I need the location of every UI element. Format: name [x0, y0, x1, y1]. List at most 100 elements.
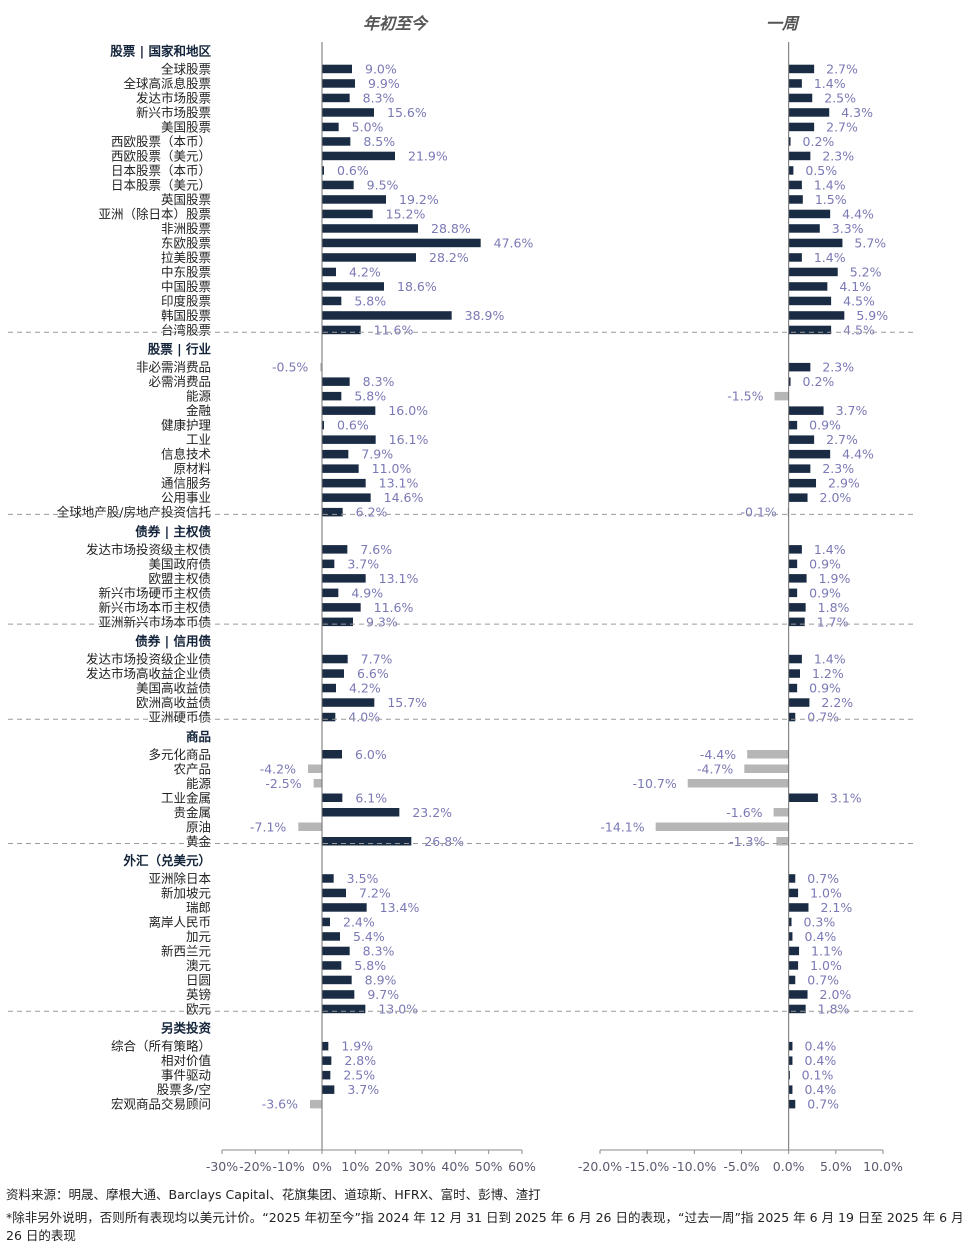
ytd-bar: [322, 282, 384, 291]
ytd-bar: [322, 108, 374, 117]
ytd-value-label: 16.1%: [389, 432, 429, 447]
ytd-value-label: 5.8%: [354, 958, 386, 973]
row-label: 工业: [186, 432, 211, 447]
week-bar: [773, 808, 789, 817]
row-label: 全球高派息股票: [123, 76, 211, 91]
week-bar: [788, 377, 791, 386]
week-value-label: 0.4%: [804, 929, 836, 944]
ytd-bar: [320, 362, 322, 372]
week-value-label: 1.4%: [814, 652, 846, 667]
ytd-bar: [322, 545, 348, 554]
row-label: 能源: [186, 389, 212, 404]
ytd-bar: [322, 151, 395, 161]
week-value-label: -1.5%: [727, 389, 763, 404]
ytd-bar: [322, 1070, 331, 1080]
week-bar: [788, 932, 793, 941]
row-label: 通信服务: [161, 476, 211, 491]
ytd-bar: [322, 253, 416, 262]
week-value-label: 0.4%: [804, 1053, 836, 1068]
ytd-bar: [322, 932, 340, 941]
week-bar: [788, 654, 802, 664]
week-value-label: 1.4%: [814, 177, 846, 192]
ytd-bar: [322, 238, 481, 248]
week-value-label: 4.1%: [839, 279, 871, 294]
week-value-label: 2.0%: [820, 987, 852, 1002]
week-value-label: 4.4%: [842, 206, 874, 221]
row-label: 全球股票: [161, 61, 211, 76]
row-label: 离岸人民币: [148, 914, 211, 929]
week-value-label: 1.2%: [812, 666, 844, 681]
ytd-bar: [322, 961, 342, 970]
ytd-bar: [322, 654, 348, 664]
week-bar: [788, 64, 815, 74]
row-label: 美国高收益债: [136, 681, 211, 696]
row-label: 亚洲新兴市场本币债: [98, 614, 211, 629]
row-label: 日本股票（本币）: [111, 163, 211, 178]
ytd-bar: [322, 377, 350, 386]
week-value-label: 3.3%: [832, 221, 864, 236]
ytd-value-label: 13.0%: [378, 1001, 418, 1016]
week-value-label: -1.3%: [729, 834, 765, 849]
row-label: 事件驱动: [161, 1068, 211, 1083]
row-label: 发达市场投资级主权债: [86, 542, 211, 557]
week-bar: [788, 267, 838, 277]
ytd-value-label: 11.6%: [374, 322, 414, 337]
week-bar: [788, 946, 800, 956]
ytd-tick-label: 40%: [441, 1159, 469, 1174]
week-value-label: 0.3%: [803, 914, 835, 929]
ytd-bar: [322, 64, 352, 74]
week-bar: [788, 137, 791, 146]
ytd-value-label: -0.5%: [272, 360, 308, 375]
week-value-label: 0.9%: [809, 681, 841, 696]
row-label: 拉美股票: [161, 250, 211, 265]
row-label: 欧洲高收益债: [136, 695, 211, 710]
ytd-bar: [322, 493, 371, 502]
ytd-value-label: 9.7%: [367, 987, 399, 1002]
ytd-tick-label: 50%: [475, 1159, 503, 1174]
week-bar: [788, 1085, 793, 1094]
ytd-bar: [322, 209, 373, 219]
row-label: 股票多/空: [157, 1082, 211, 1097]
row-label: 瑞郎: [186, 900, 211, 915]
week-value-label: 3.1%: [830, 790, 862, 805]
group-header: 股票 | 行业: [148, 342, 212, 357]
ytd-bar: [322, 122, 339, 132]
group-header: 债券 | 信用债: [135, 634, 211, 649]
week-value-label: 0.7%: [807, 972, 839, 987]
row-label: 综合（所有策略）: [111, 1039, 211, 1054]
week-value-label: 2.0%: [820, 490, 852, 505]
ytd-tick-label: 0%: [312, 1159, 332, 1174]
ytd-value-label: 23.2%: [412, 805, 452, 820]
week-bar: [774, 391, 789, 401]
ytd-bar: [322, 391, 342, 401]
ytd-value-label: 19.2%: [399, 192, 439, 207]
ytd-value-label: 6.0%: [355, 747, 387, 762]
disclaimer-note: *除非另外说明，否则所有表现均以美元计价。“2025 年初至今”指 2024 年…: [6, 1210, 964, 1243]
week-bar: [788, 449, 831, 459]
ytd-value-label: 5.8%: [354, 293, 386, 308]
ytd-bar: [322, 1056, 332, 1065]
ytd-value-label: 8.3%: [363, 90, 395, 105]
ytd-bar: [322, 1004, 366, 1014]
week-value-label: 2.9%: [828, 476, 860, 491]
week-value-label: 1.5%: [815, 192, 847, 207]
week-value-label: 2.3%: [822, 360, 854, 375]
ytd-value-label: 4.2%: [349, 681, 381, 696]
ytd-bar: [322, 617, 353, 627]
ytd-value-label: 6.6%: [357, 666, 389, 681]
week-bar: [788, 325, 832, 335]
week-value-label: 2.2%: [821, 695, 853, 710]
week-bar: [788, 195, 803, 204]
row-label: 必需消费品: [148, 374, 211, 389]
week-tick-label: 0.0%: [773, 1159, 805, 1174]
ytd-value-label: 0.6%: [337, 418, 369, 433]
week-value-label: 0.9%: [809, 585, 841, 600]
row-label: 西欧股票（美元）: [111, 148, 211, 163]
ytd-tick-label: 60%: [508, 1159, 536, 1174]
ytd-bar: [322, 917, 330, 927]
ytd-bar: [322, 478, 366, 488]
row-label: 宏观商品交易顾问: [111, 1097, 211, 1112]
week-value-label: 0.7%: [807, 710, 839, 725]
week-value-label: 2.3%: [822, 148, 854, 163]
row-label: 日本股票（美元）: [111, 177, 211, 192]
